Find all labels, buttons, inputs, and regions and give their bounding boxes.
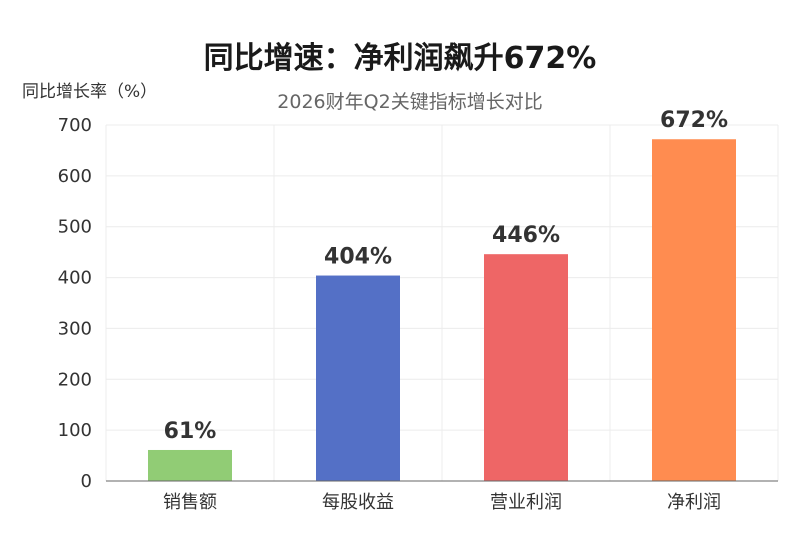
- data-label: 446%: [492, 223, 560, 248]
- bars: [148, 139, 736, 482]
- grid-lines: [105, 124, 779, 481]
- chart-title: 同比增速：净利润飙升672%: [204, 41, 597, 76]
- data-label: 672%: [660, 108, 728, 133]
- y-tick-label: 500: [58, 217, 92, 238]
- x-tick-label: 净利润: [667, 492, 721, 513]
- bar: [148, 449, 232, 481]
- x-axis-ticks: 销售额 每股收益 营业利润 净利润: [163, 492, 721, 513]
- bar: [652, 139, 736, 482]
- data-label: 404%: [324, 245, 392, 270]
- y-tick-label: 200: [58, 369, 92, 390]
- y-tick-label: 400: [58, 268, 92, 289]
- y-tick-label: 700: [58, 115, 92, 136]
- x-tick-label: 销售额: [163, 492, 217, 513]
- x-tick-label: 每股收益: [322, 492, 394, 513]
- x-tick-label: 营业利润: [490, 492, 562, 513]
- data-label: 61%: [164, 419, 217, 444]
- data-labels: 61% 404% 446% 672%: [164, 108, 728, 444]
- bar: [484, 254, 568, 481]
- y-tick-label: 300: [58, 318, 92, 339]
- chart-subtitle: 2026财年Q2关键指标增长对比: [277, 91, 542, 113]
- y-tick-label: 600: [58, 166, 92, 187]
- y-axis-ticks: 0 100 200 300 400 500 600 700: [58, 115, 92, 492]
- bar: [316, 275, 400, 481]
- y-tick-label: 0: [81, 471, 92, 492]
- y-tick-label: 100: [58, 420, 92, 441]
- y-axis-label: 同比增长率（%）: [22, 82, 157, 102]
